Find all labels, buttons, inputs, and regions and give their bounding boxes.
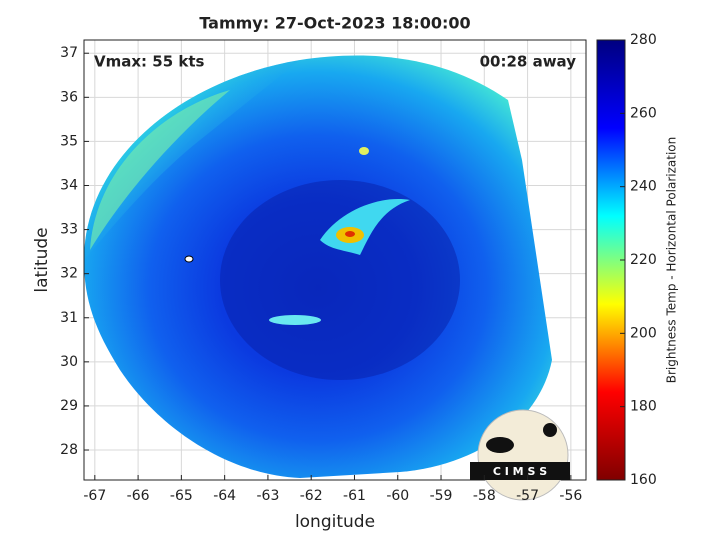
logo-tower [543, 423, 557, 437]
logo-disc [477, 409, 569, 501]
colorbar-tick-label: 260 [630, 105, 657, 121]
y-tick-label: 37 [60, 45, 78, 61]
imagery-spot [359, 147, 369, 155]
imagery-edge [90, 90, 230, 250]
plot-area: Vmax: 55 kts 00:28 away C I M S S [83, 39, 587, 501]
colorbar-tick-label: 160 [630, 472, 657, 488]
x-tick-label: -67 [83, 488, 106, 504]
imagery-eyewall [220, 180, 460, 380]
x-tick-label: -60 [386, 488, 409, 504]
chart-title: Tammy: 27-Oct-2023 18:00:00 [199, 14, 470, 33]
x-tick-label: -58 [473, 488, 496, 504]
logo-dish [486, 437, 514, 453]
time-annotation: 00:28 away [480, 53, 577, 71]
imagery-core [345, 231, 355, 237]
x-tick-label: -65 [170, 488, 193, 504]
colorbar-label: Brightness Temp - Horizontal Polarizatio… [665, 137, 679, 384]
logo-band [470, 462, 570, 480]
colorbar-tick-label: 200 [630, 325, 657, 341]
x-tick-label: -62 [300, 488, 323, 504]
y-tick-label: 35 [60, 133, 78, 149]
y-tick-label: 34 [60, 177, 78, 193]
x-tick-label: -61 [343, 488, 366, 504]
x-axis-label: longitude [295, 512, 375, 532]
y-tick-label: 36 [60, 89, 78, 105]
colorbar-tick-label: 220 [630, 252, 657, 268]
x-tick-label: -59 [430, 488, 453, 504]
cimss-logo: C I M S S [470, 409, 570, 501]
plot-frame [83, 39, 587, 481]
colorbar-tick-label: 180 [630, 399, 657, 415]
imagery-band [269, 315, 321, 325]
vmax-annotation: Vmax: 55 kts [94, 53, 204, 71]
y-tick-label: 28 [60, 442, 78, 458]
x-tick-label: -63 [256, 488, 279, 504]
y-tick-label: 30 [60, 354, 78, 370]
x-tick-label: -56 [559, 488, 582, 504]
y-tick-label: 32 [60, 266, 78, 282]
logo-text: C I M S S [493, 465, 547, 478]
x-tick-label: -66 [127, 488, 150, 504]
y-tick-label: 33 [60, 222, 78, 238]
y-tick-label: 29 [60, 398, 78, 414]
x-tick-label: -57 [516, 488, 539, 504]
imagery-island [184, 255, 194, 263]
x-tick-label: -64 [213, 488, 236, 504]
colorbar-tick-label: 280 [630, 32, 657, 48]
y-tick-label: 31 [60, 310, 78, 326]
y-axis-label: latitude [32, 227, 52, 292]
colorbar-tick-label: 240 [630, 179, 657, 195]
